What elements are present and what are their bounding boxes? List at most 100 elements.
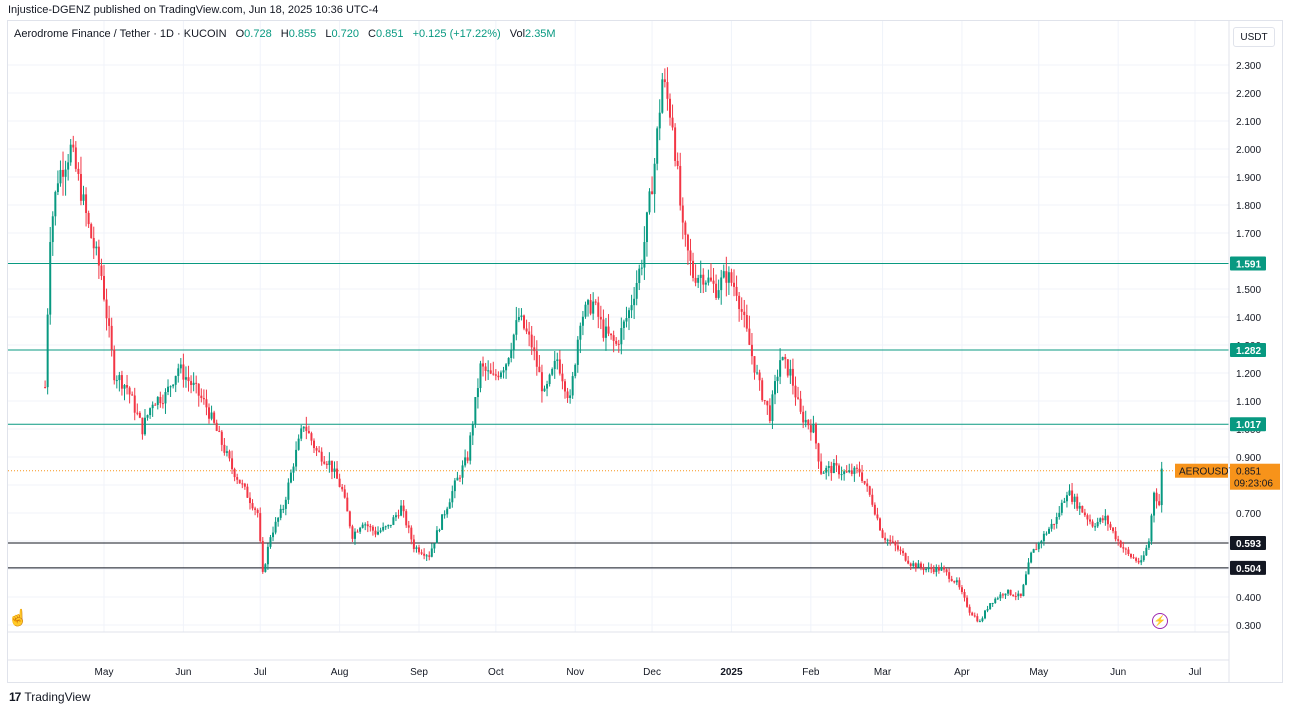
candle-body [113,349,116,381]
candle-body [330,460,333,472]
y-tick-label: 1.200 [1236,369,1261,380]
candle-body [750,344,753,357]
candle-body [182,364,185,380]
cursor-hand-icon[interactable]: ☝ [8,610,28,627]
candle-body [289,472,292,483]
candle-body [241,483,244,485]
candle-body [889,539,892,542]
candle-body [489,370,492,374]
candle-body [653,163,656,195]
candle-body [400,505,403,516]
footer-brand[interactable]: 17 TradingView [9,690,90,704]
candles [44,67,1163,623]
currency-button[interactable]: USDT [1233,27,1275,47]
candle-body [789,368,792,376]
candle-body [707,277,710,283]
candle-body [435,530,438,544]
candle-body [620,328,623,345]
candle-body [904,553,907,561]
candle-body [712,280,715,284]
candle-body [878,518,881,531]
grid-lines [8,21,1229,632]
candle-body [1160,468,1163,506]
candle-body [487,370,490,372]
candle-body [461,465,464,478]
candle-body [287,482,290,500]
candle-body [1048,528,1051,534]
candle-body [571,376,574,396]
candle-body [210,412,213,419]
candle-body [1145,547,1148,556]
candle-body [743,311,746,316]
candle-body [282,508,285,510]
candle-body [1158,501,1161,506]
candle-body [95,246,98,249]
candle-body [794,385,797,398]
candle-body [1007,589,1010,594]
candle-body [930,567,933,570]
candle-body [1088,519,1091,522]
candle-body [1096,521,1099,527]
candle-body [523,315,526,329]
x-axis: May Jun Jul Aug Sep Oct Nov Dec 2025 Feb Mar Apr May… [95,667,1202,678]
candle-body [499,372,502,378]
candle-body [628,310,631,319]
candle-body [103,275,105,300]
candle-body [266,546,269,565]
candle-body [1078,505,1081,509]
candle-body [866,483,869,487]
candle-body [825,467,828,473]
candle-body [966,597,969,607]
candle-body [197,383,200,396]
candle-body [323,461,326,464]
candle-body [307,430,310,434]
candle-body [937,567,940,571]
candle-body [558,359,561,374]
candle-body [748,328,751,345]
candle-body [402,505,405,512]
lightning-icon[interactable]: ⚡ [1152,613,1168,629]
candle-body [246,486,249,498]
candle-body [228,451,231,459]
candle-body [169,386,172,388]
candle-body [384,526,387,528]
candle-body [220,431,223,445]
candle-body [225,451,228,453]
candle-body [361,524,364,528]
candle-body [74,147,77,169]
symbol-tag [1175,463,1228,478]
candle-body [881,530,884,538]
candle-body [973,615,976,617]
candle-body [208,407,211,419]
candle-body [156,397,159,405]
candle-body [717,290,720,298]
candle-body [1114,531,1117,540]
symbol-name: Aerodrome Finance / Tether · 1D · KUCOIN [14,28,227,40]
candle-body [313,440,316,449]
candle-body [474,397,477,425]
candle-body [320,451,323,462]
candle-body [348,511,351,527]
x-tick-label: Dec [643,667,661,678]
candle-body [761,380,764,401]
candle-body [407,525,410,528]
candle-body [674,127,677,161]
candle-body [730,272,733,283]
candle-body [817,443,820,462]
candle-body [520,315,523,317]
candle-body [986,609,989,611]
candle-body [351,526,354,539]
candle-body [92,237,95,249]
candle-body [346,497,349,512]
low-value: 0.720 [331,28,359,40]
candle-body [702,274,705,285]
candle-body [374,530,377,535]
x-tick-label: Jun [1110,667,1126,678]
candle-body [756,372,759,374]
candle-body [236,477,239,480]
candle-body [497,375,500,378]
candle-body [187,377,190,382]
x-tick-label: May [95,667,114,678]
candle-body [576,339,579,365]
